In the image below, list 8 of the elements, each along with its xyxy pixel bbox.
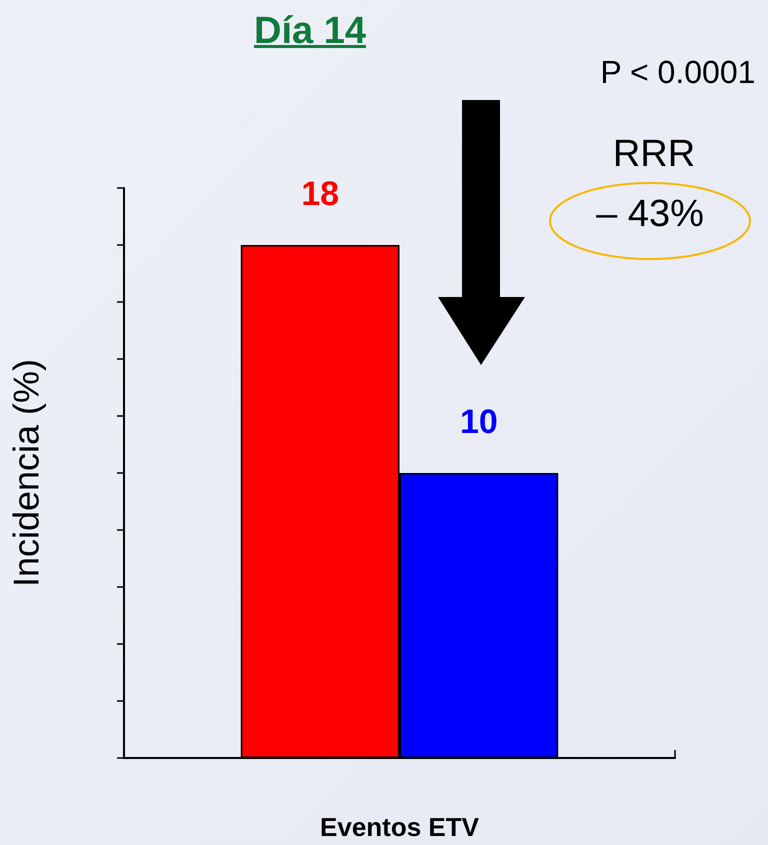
chart-title: Día 14 [253, 10, 367, 53]
data-label: 18 [301, 175, 340, 213]
data-label: 10 [460, 403, 498, 441]
annotation: – 43% [596, 193, 704, 235]
x-axis-title: Eventos ETV [320, 812, 480, 842]
text: RRR [612, 133, 696, 175]
text: P < 0.0001 [600, 54, 756, 90]
y-axis-title: Incidencia (%) [6, 358, 46, 588]
